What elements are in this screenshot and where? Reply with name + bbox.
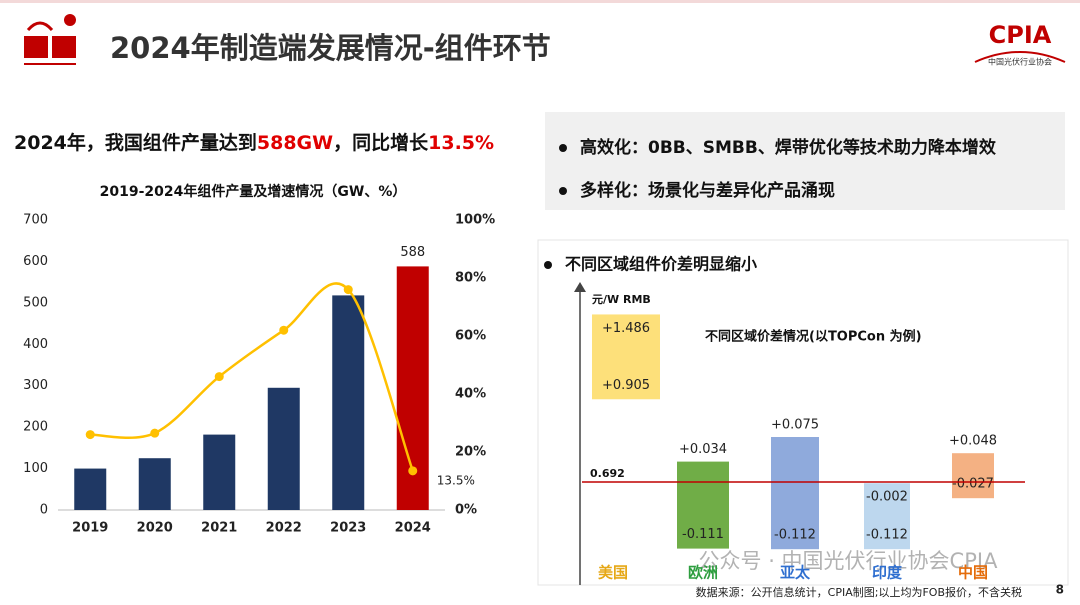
data-label: 588 — [400, 245, 425, 260]
baseline-label: 0.692 — [590, 467, 625, 480]
y2-tick-label: 40% — [455, 387, 486, 402]
watermark: 公众号 · 中国光伏行业协会CPIA — [699, 549, 999, 573]
y2-tick-label: 100% — [455, 213, 495, 228]
logo: CPIA — [989, 21, 1052, 49]
y-tick-label: 300 — [23, 378, 48, 393]
x-tick-label: 2024 — [395, 521, 431, 536]
header-icon — [24, 14, 76, 65]
y-tick-label: 500 — [23, 295, 48, 310]
data-label: -0.112 — [774, 528, 816, 543]
y2-tick-label: 60% — [455, 329, 486, 344]
data-label: +0.048 — [949, 434, 997, 449]
bar — [332, 295, 365, 510]
x-tick-label: 亚太 — [780, 564, 811, 582]
growth-point — [343, 285, 353, 295]
growth-point — [214, 372, 224, 382]
y-tick-label: 100 — [23, 461, 48, 476]
data-label: +0.034 — [679, 442, 727, 457]
bullet: 高效化：0BB、SMBB、焊带优化等技术助力降本增效 — [580, 137, 996, 158]
bullet-panel — [545, 112, 1065, 210]
growth-point — [85, 430, 95, 440]
bullet-dot — [559, 187, 567, 195]
x-tick-label: 美国 — [598, 564, 628, 582]
x-tick-label: 2021 — [201, 521, 237, 536]
headline-part: 13.5% — [428, 132, 494, 154]
price-bar — [677, 461, 729, 549]
logo-arc — [974, 51, 1066, 63]
data-label: 13.5% — [437, 473, 475, 487]
headline-part: ，同比增长 — [333, 131, 429, 154]
x-tick-label: 2020 — [137, 521, 173, 536]
y-tick-label: 700 — [23, 213, 48, 228]
y-tick-label: 400 — [23, 337, 48, 352]
data-label: +1.486 — [602, 321, 650, 336]
data-label: +0.905 — [602, 378, 650, 393]
growth-point — [408, 466, 418, 476]
y-tick-label: 200 — [23, 420, 48, 435]
bar — [74, 468, 107, 510]
bullet: 多样化：场景化与差异化产品涌现 — [580, 180, 835, 201]
price-bar — [771, 437, 819, 550]
bar — [203, 434, 236, 510]
growth-point — [150, 428, 160, 438]
data-label: -0.112 — [866, 528, 908, 543]
top-strip — [0, 0, 1080, 3]
chart-title: 不同区域价差情况(以TOPCon 为例) — [705, 329, 922, 345]
price-bar — [864, 483, 910, 550]
price-bar — [592, 314, 660, 400]
x-tick-label: 2019 — [72, 521, 108, 536]
bullet-dot — [559, 144, 567, 152]
data-label: -0.027 — [952, 477, 994, 492]
growth-point — [279, 325, 289, 335]
page-number: 8 — [1056, 583, 1064, 597]
data-label: -0.111 — [682, 527, 724, 542]
bar — [267, 387, 300, 510]
y2-tick-label: 80% — [455, 271, 486, 286]
y2-tick-label: 0% — [455, 503, 477, 518]
x-tick-label: 2023 — [330, 521, 366, 536]
y2-tick-label: 20% — [455, 445, 486, 460]
bar — [138, 458, 171, 510]
x-tick-label: 中国 — [958, 564, 988, 582]
x-tick-label: 2022 — [266, 521, 302, 536]
slide-title: 2024年制造端发展情况-组件环节 — [110, 31, 551, 65]
headline-part: 588GW — [257, 132, 333, 154]
x-tick-label: 欧洲 — [688, 564, 718, 582]
data-label: +0.075 — [771, 418, 819, 433]
data-label: -0.002 — [866, 490, 908, 505]
chart-title: 2019-2024年组件产量及增速情况（GW、%） — [100, 183, 407, 200]
y-tick-label: 0 — [40, 503, 48, 518]
bullet-dot — [544, 261, 552, 269]
logo-subtitle: 中国光伏行业协会 — [988, 57, 1052, 67]
y-tick-label: 600 — [23, 254, 48, 269]
headline: 2024年，我国组件产量达到588GW，同比增长13.5% — [14, 131, 494, 154]
headline-part: 2024年，我国组件产量达到 — [14, 131, 257, 154]
section-bullet: 不同区域组件价差明显缩小 — [565, 255, 757, 274]
source: 数据来源：公开信息统计，CPIA制图;以上均为FOB报价，不含关税 — [696, 585, 1022, 599]
y-axis-arrow — [574, 282, 586, 292]
price-bar — [952, 453, 994, 499]
growth-line — [90, 282, 414, 472]
x-tick-label: 印度 — [872, 564, 903, 582]
y-axis-label: 元/W RMB — [592, 293, 651, 306]
